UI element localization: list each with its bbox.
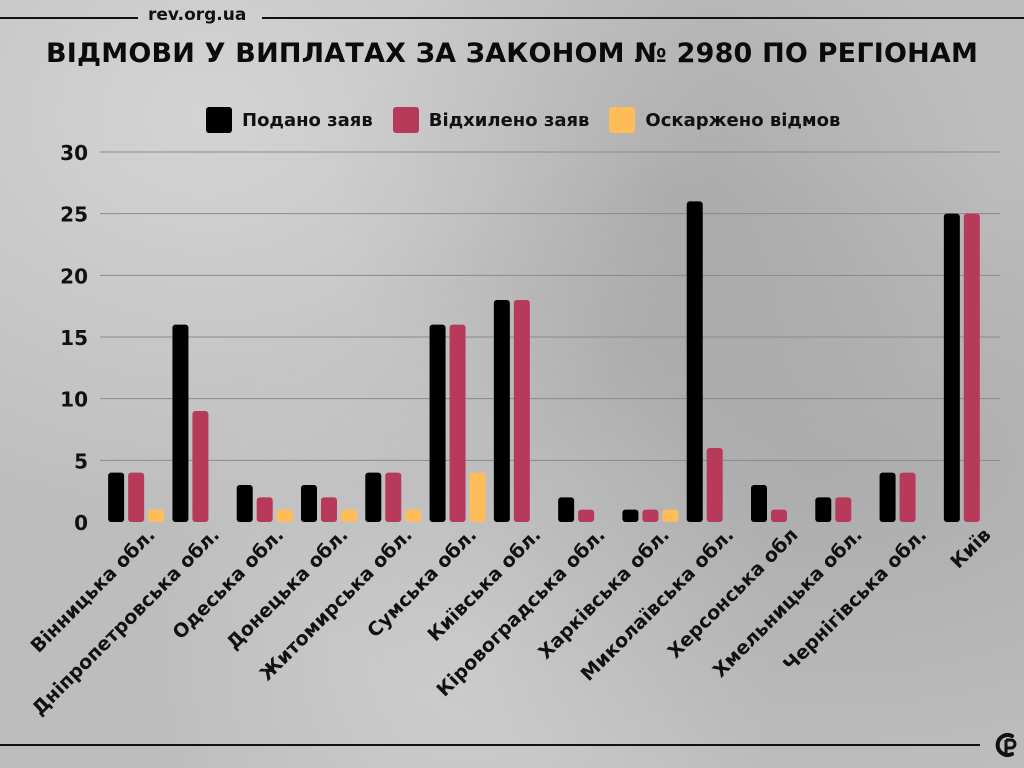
x-tick-label: Донецька обл. (223, 524, 353, 654)
legend-swatch-appealed (609, 107, 636, 133)
bar (276, 509, 293, 522)
bar (771, 509, 787, 522)
bar (558, 497, 575, 522)
bar (429, 324, 446, 522)
bar (493, 300, 510, 522)
legend-label-rejected: Відхилено заяв (428, 109, 590, 131)
y-tick-label: 30 (60, 141, 88, 165)
legend-label-appealed: Оскаржено відмов (645, 109, 841, 131)
bar (815, 497, 832, 522)
bar (662, 509, 679, 522)
rev-logo-icon (995, 733, 1017, 757)
bar (943, 213, 960, 522)
footer-rule (0, 744, 980, 746)
legend-item-appealed: Оскаржено відмов (609, 107, 840, 133)
bar (578, 509, 595, 522)
x-tick-label: Київська обл. (423, 524, 545, 646)
bar (879, 472, 896, 522)
chart-title: ВІДМОВИ У ВИПЛАТАХ ЗА ЗАКОНОМ № 2980 ПО … (46, 38, 979, 69)
bar (622, 509, 639, 522)
legend-label-submitted: Подано заяв (242, 109, 373, 131)
bar (513, 300, 530, 522)
bar (642, 509, 659, 522)
bar (301, 485, 317, 522)
legend-item-submitted: Подано заяв (206, 107, 373, 133)
source-label: rev.org.ua (148, 5, 247, 25)
legend-swatch-rejected (392, 107, 419, 133)
legend-swatch-submitted (206, 107, 232, 133)
bar (108, 472, 125, 522)
bar (385, 472, 402, 522)
x-tick-label: Вінницька обл. (26, 524, 159, 657)
bar (899, 472, 916, 522)
bar (706, 448, 723, 522)
bar (341, 509, 357, 522)
bar (449, 324, 466, 522)
y-tick-label: 10 (60, 388, 88, 412)
bar (405, 509, 422, 522)
bar (835, 497, 852, 522)
bar (128, 472, 145, 522)
bar (365, 472, 382, 522)
bar (148, 509, 165, 522)
bar (192, 411, 209, 522)
bar (686, 201, 703, 523)
bar (963, 213, 980, 522)
header-rule-right (262, 17, 1024, 19)
bar (321, 497, 337, 522)
legend: Подано заяв Відхилено заяв Оскаржено від… (206, 106, 860, 134)
y-tick-label: 15 (60, 326, 88, 350)
y-tick-label: 0 (74, 511, 88, 535)
y-tick-label: 25 (60, 203, 88, 227)
header-rule-left (0, 17, 138, 19)
bar (469, 472, 486, 522)
legend-item-rejected: Відхилено заяв (392, 107, 590, 133)
bar (172, 324, 189, 522)
x-tick-label: Одеська обл. (168, 524, 288, 644)
bar (751, 485, 767, 522)
bar (236, 485, 253, 522)
bar (256, 497, 273, 522)
x-tick-label: Сумська обл. (363, 524, 481, 642)
y-tick-label: 5 (74, 449, 88, 473)
y-tick-label: 20 (60, 264, 88, 288)
x-tick-label: Київ (946, 524, 995, 573)
